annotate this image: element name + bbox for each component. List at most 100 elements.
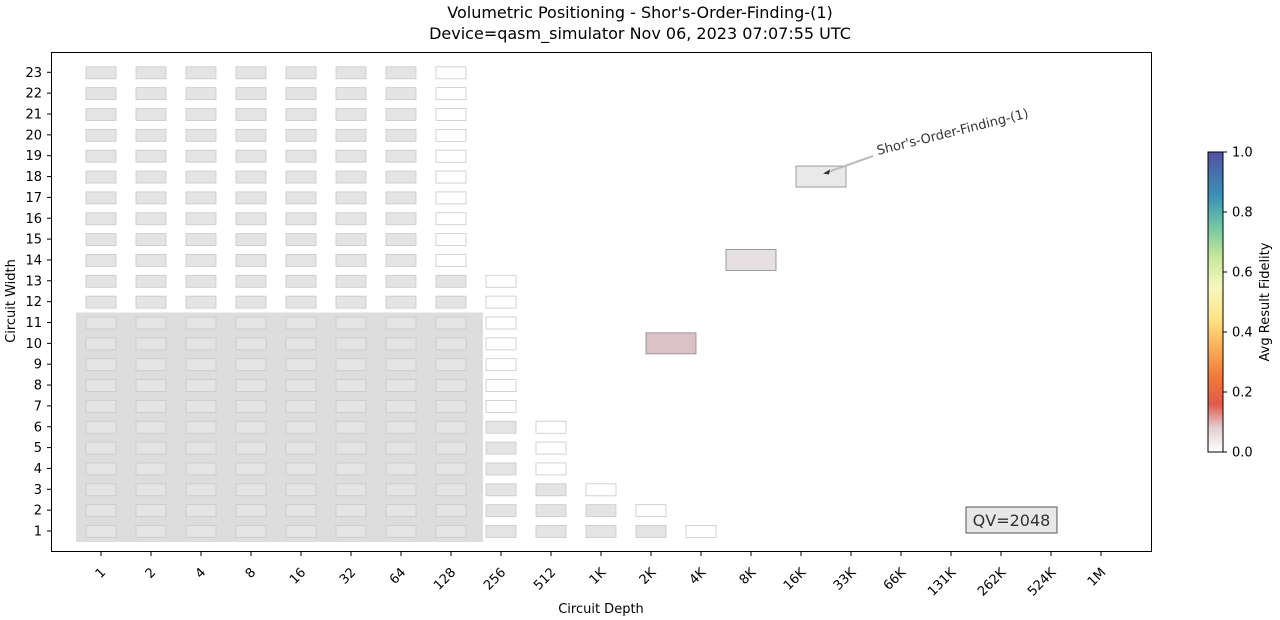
background-cell [235,212,267,226]
background-cell [485,337,517,351]
background-cell [485,399,517,413]
x-tick-label: 33K [831,565,860,594]
background-cell [235,254,267,267]
background-cell [135,316,167,330]
background-cell [335,87,367,101]
background-cell [235,525,267,538]
y-tick-label: 9 [34,358,42,373]
background-cell [85,316,117,330]
background-cell [185,441,217,455]
background-cell [235,462,267,476]
background-cell [235,295,267,309]
y-tick-label: 3 [34,483,42,498]
background-cell [585,504,617,518]
background-cell [185,128,217,142]
background-cell [235,441,267,455]
x-tick-label: 4K [687,565,710,588]
background-cell [235,316,267,330]
y-tick-label: 11 [25,316,42,331]
chart-subtitle: Device=qasm_simulator Nov 06, 2023 07:07… [429,24,851,44]
background-cell [135,233,167,247]
background-cell [185,379,217,392]
x-tick-label: 1M [1085,565,1109,589]
background-cell [435,379,467,392]
background-cell [285,316,317,330]
background-cell [435,358,467,372]
y-tick-label: 7 [34,399,42,414]
background-cell [235,108,267,121]
background-cell [135,379,167,392]
background-cell [135,66,167,80]
background-cell [85,212,117,226]
background-cell [85,295,117,309]
background-cell [335,420,367,434]
background-cell [85,274,117,288]
background-cell [235,233,267,247]
background-cell [235,170,267,184]
background-cell [335,379,367,392]
x-axis: 1 2 4 8 16 32 64 128 256 512 1K 2K 4K 8K 16K 33K 66K 131K… [93,551,1109,599]
annotation: Shor's-Order-Finding-(1) [823,107,1030,175]
background-cell [485,483,517,497]
background-cell [385,295,417,309]
background-cell [235,420,267,434]
background-cell [285,420,317,434]
background-cell [385,87,417,101]
background-cell [435,149,467,163]
background-cell [435,525,467,538]
background-cell [335,191,367,205]
background-cell [435,462,467,476]
annotation-arrow [824,155,874,174]
x-tick-label: 16K [781,565,810,594]
background-cell [435,191,467,205]
background-cell [285,149,317,163]
background-cell [285,441,317,455]
colorbar-tick-label: 0.2 [1232,386,1253,401]
background-cell [285,274,317,288]
background-cell [385,254,417,267]
background-cell [185,483,217,497]
background-cell [485,441,517,455]
background-cell [585,525,617,538]
background-cell [435,399,467,413]
x-tick-label: 64 [387,565,409,587]
background-cell [335,504,367,518]
background-cell [335,525,367,538]
background-cell [185,295,217,309]
background-cell [485,274,517,288]
data-point [725,249,777,271]
background-cell [185,525,217,538]
background-cell [385,128,417,142]
background-cell [85,87,117,101]
background-cell [435,483,467,497]
y-tick-label: 4 [34,462,42,477]
x-tick-label: 16 [287,565,309,587]
background-cell [435,233,467,247]
background-cell [85,128,117,142]
background-cell [335,316,367,330]
background-cell [85,108,117,121]
background-cell [635,525,667,538]
background-cell [185,149,217,163]
background-cell [85,358,117,372]
background-cell [185,66,217,80]
background-cell [435,337,467,351]
background-cell [85,191,117,205]
colorbar-tick-label: 0.4 [1232,326,1253,341]
background-cell [135,128,167,142]
x-tick-label: 1 [93,565,109,581]
data-point [795,165,847,188]
background-cell [135,170,167,184]
background-cell [235,399,267,413]
y-tick-label: 16 [25,212,42,227]
background-cell [385,212,417,226]
annotation-arrowhead [823,169,830,175]
background-cell [135,337,167,351]
background-cell [435,128,467,142]
background-cell [135,149,167,163]
background-cell [135,462,167,476]
background-cell [335,128,367,142]
background-cell [285,108,317,121]
background-cell [135,295,167,309]
